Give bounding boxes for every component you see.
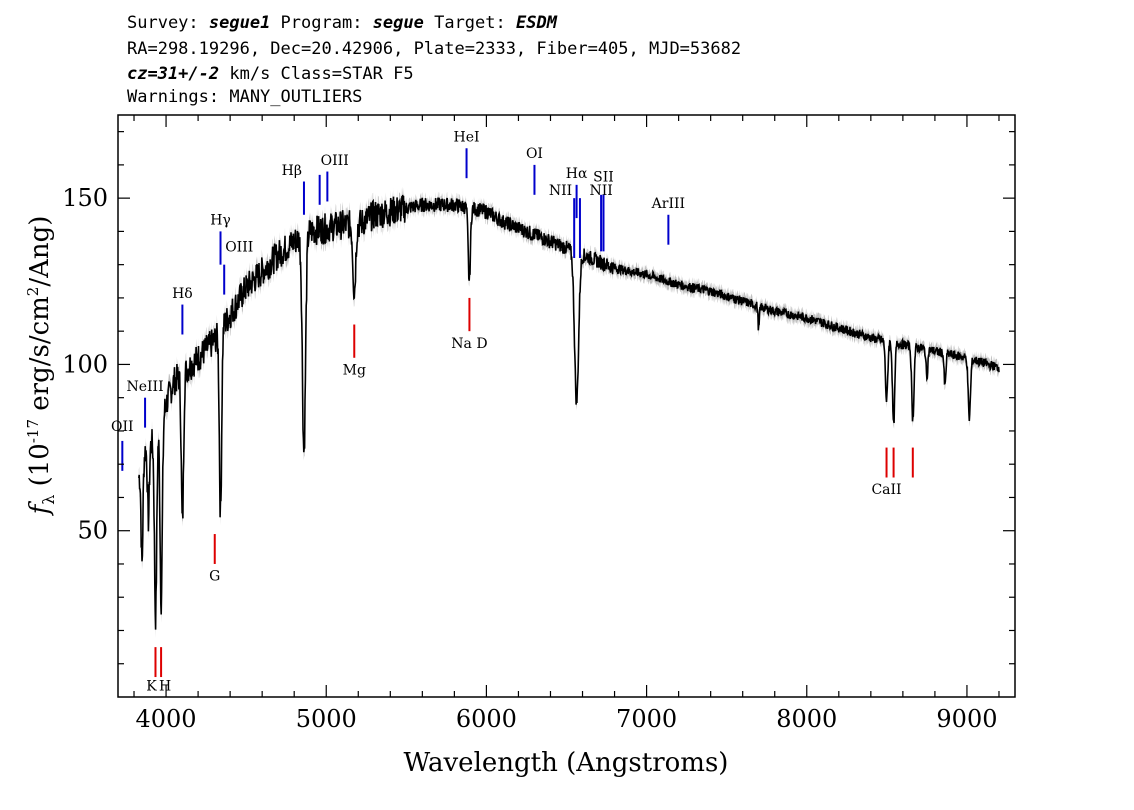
plot-frame: [117, 114, 1016, 698]
absorption-line-label: Na D: [451, 336, 487, 352]
absorption-line-label: K: [146, 678, 157, 694]
header-line-3: cz=31+/-2 km/s Class=STAR F5: [127, 64, 414, 84]
absorption-line-label: G: [209, 569, 220, 585]
emission-line-label: NII: [549, 183, 572, 199]
x-tick-label: 8000: [776, 705, 837, 733]
x-tick-label: 5000: [296, 705, 357, 733]
spectrum-line: [138, 194, 1000, 630]
absorption-line-label: Mg: [343, 362, 366, 378]
x-tick-label: 9000: [936, 705, 997, 733]
emission-line-label: OII: [111, 419, 134, 435]
header-line-1: Survey: segue1 Program: segue Target: ES…: [127, 13, 558, 33]
emission-line-label: NeIII: [126, 379, 163, 395]
emission-line-label: Hγ: [210, 213, 231, 229]
x-tick-label: 6000: [456, 705, 517, 733]
x-axis-label: Wavelength (Angstroms): [404, 748, 729, 778]
absorption-line-label: H: [159, 678, 171, 694]
emission-line-label: Hβ: [282, 163, 302, 179]
y-tick-label: 150: [62, 184, 108, 212]
emission-line-label: Hδ: [172, 286, 193, 302]
plot-area: OIINeIIIHδHγOIIIHβOIIIHeIOINIIHαNIISIIAr…: [111, 130, 1000, 694]
axes: 4000 5000 6000 7000 8000 9000 50 100 150: [62, 114, 1016, 733]
emission-line-label: OIII: [225, 239, 253, 255]
emission-line-label: ArIII: [651, 196, 685, 212]
header: Survey: segue1 Program: segue Target: ES…: [127, 13, 741, 107]
y-tick-label: 50: [77, 517, 108, 545]
header-line-4: Warnings: MANY_OUTLIERS: [127, 87, 362, 107]
header-line-2: RA=298.19296, Dec=20.42906, Plate=2333, …: [127, 39, 741, 59]
emission-line-label: HeI: [454, 130, 480, 146]
x-tick-label: 4000: [136, 705, 197, 733]
x-tick-label: 7000: [616, 705, 677, 733]
emission-line-label: NII: [589, 183, 612, 199]
emission-line-label: SII: [593, 170, 614, 186]
absorption-line-label: CaII: [871, 482, 901, 498]
error-band: [138, 186, 1000, 638]
y-tick-label: 100: [62, 350, 108, 378]
emission-line-label: OI: [526, 146, 543, 162]
emission-line-label: Hα: [566, 166, 588, 182]
y-axis-label: fλ (10-17 erg/s/cm2/Ang): [24, 216, 58, 517]
emission-line-label: OIII: [321, 153, 349, 169]
